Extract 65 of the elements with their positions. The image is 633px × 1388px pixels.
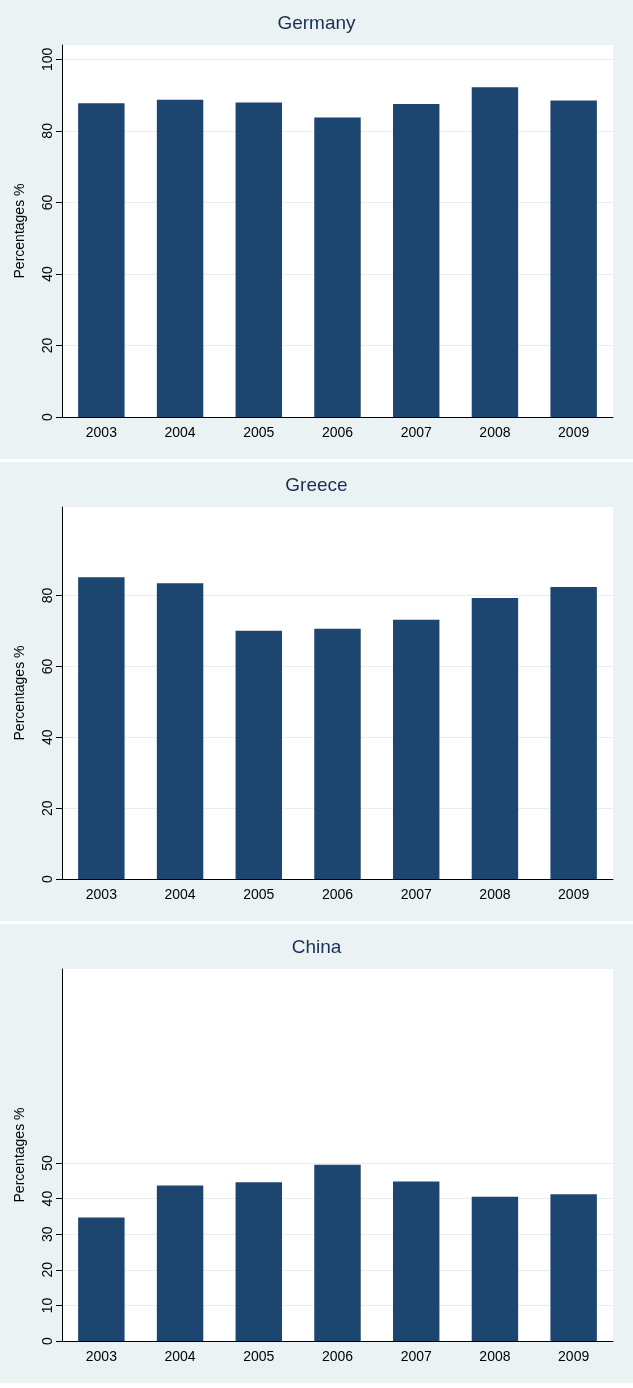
x-tick-label: 2009 <box>558 1348 590 1364</box>
x-tick-label: 2006 <box>321 1348 354 1364</box>
x-tick-label: 2007 <box>400 1348 432 1364</box>
bar <box>550 1194 597 1341</box>
y-tick-label: 10 <box>39 1297 55 1314</box>
x-tick-label: 2004 <box>164 1348 196 1364</box>
bar <box>314 1164 361 1341</box>
bar <box>550 587 597 879</box>
x-tick-label: 2005 <box>243 886 275 902</box>
chart-title: Greece <box>285 474 348 495</box>
bar <box>471 1196 519 1341</box>
x-tick-label: 2008 <box>479 1348 511 1364</box>
x-tick-label: 2004 <box>164 886 196 902</box>
y-tick-label: 20 <box>39 337 55 354</box>
y-tick-label: 0 <box>39 874 55 883</box>
x-tick-label: 2008 <box>479 424 511 440</box>
chart-title: China <box>291 936 342 957</box>
y-tick-label: 80 <box>39 587 55 604</box>
chart-title: Germany <box>277 12 357 33</box>
x-tick-label: 2005 <box>243 1348 275 1364</box>
bar <box>392 1181 440 1341</box>
x-tick-label: 2003 <box>85 1348 118 1364</box>
x-tick-label: 2009 <box>558 424 590 440</box>
y-axis-title: Percentages % <box>11 183 27 279</box>
x-tick-label: 2007 <box>400 424 432 440</box>
y-tick-label: 40 <box>39 1190 55 1207</box>
x-tick-label: 2005 <box>243 424 275 440</box>
bar <box>156 583 204 879</box>
bar <box>314 628 361 879</box>
y-tick-label: 100 <box>39 47 55 71</box>
bar <box>392 619 440 879</box>
y-tick-label: 60 <box>39 194 55 211</box>
bar <box>471 87 519 417</box>
y-tick-label: 80 <box>39 122 55 139</box>
bar <box>78 103 125 417</box>
y-tick-label: 40 <box>39 265 55 282</box>
bar <box>471 598 519 879</box>
bar <box>235 102 283 417</box>
bar <box>314 117 361 417</box>
y-tick-label: 20 <box>39 1261 55 1278</box>
bar <box>78 1217 125 1341</box>
y-axis-title: Percentages % <box>11 1107 27 1203</box>
x-tick-label: 2006 <box>321 886 354 902</box>
y-tick-label: 50 <box>39 1155 55 1171</box>
bar <box>78 577 125 879</box>
y-axis-title: Percentages % <box>11 645 27 741</box>
x-tick-label: 2007 <box>400 886 432 902</box>
y-tick-label: 0 <box>39 412 55 421</box>
y-tick-label: 30 <box>39 1226 55 1242</box>
x-tick-label: 2003 <box>85 424 118 440</box>
x-tick-label: 2003 <box>85 886 118 902</box>
y-tick-label: 60 <box>39 658 55 675</box>
bar <box>235 630 283 879</box>
y-tick-label: 0 <box>39 1336 55 1345</box>
x-tick-label: 2006 <box>321 424 354 440</box>
bar <box>235 1182 283 1341</box>
x-tick-label: 2004 <box>164 424 196 440</box>
bar <box>392 104 440 417</box>
x-tick-label: 2008 <box>479 886 511 902</box>
y-tick-label: 20 <box>39 800 55 816</box>
y-tick-label: 40 <box>39 729 55 746</box>
bar <box>156 99 204 417</box>
bar <box>550 100 597 417</box>
bar <box>156 1185 204 1341</box>
x-tick-label: 2009 <box>558 886 590 902</box>
